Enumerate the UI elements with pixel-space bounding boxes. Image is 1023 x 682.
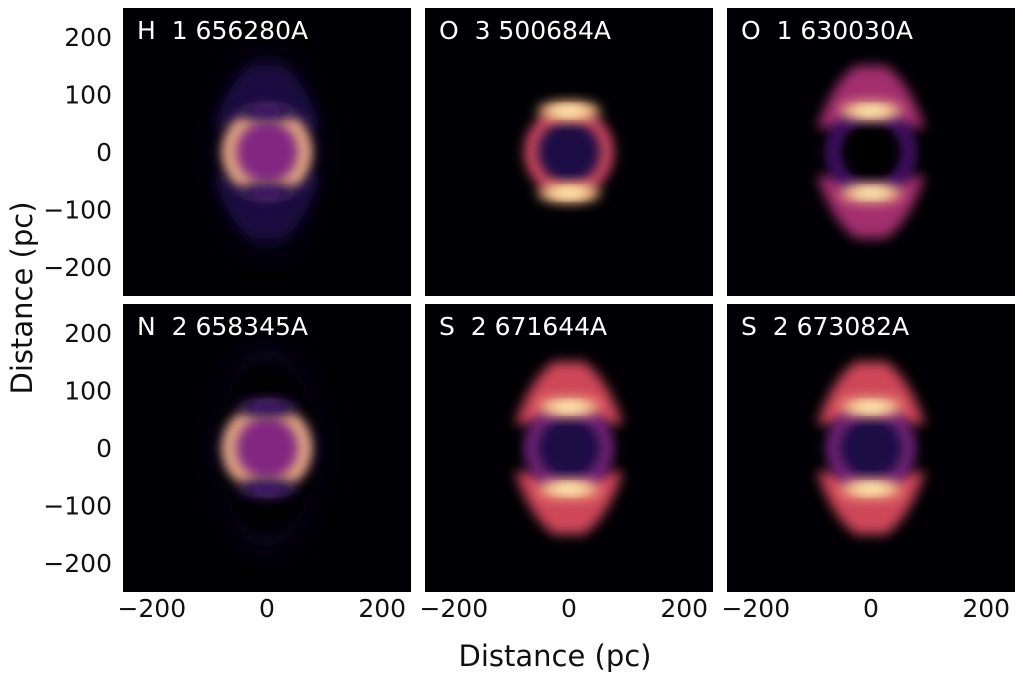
shell-interior (831, 408, 911, 488)
y-tick-label: 200 (64, 319, 112, 348)
map-panel-5: S 2 671644A (425, 304, 713, 592)
y-tick-label: 0 (96, 138, 112, 167)
x-tick-label: 200 (358, 594, 406, 623)
y-axis-label: Distance (pc) (5, 201, 39, 394)
shell-cap-bottom-core (249, 188, 285, 198)
map-panel-1: H 1 656280A (123, 8, 411, 296)
y-tick-label: 200 (64, 23, 112, 52)
panel-label: S 2 671644A (439, 312, 607, 341)
y-tick-label: 0 (96, 434, 112, 463)
x-tick-label: −200 (117, 594, 186, 623)
shell-interior (227, 408, 307, 488)
x-tick-label: 200 (962, 594, 1010, 623)
panel-label: N 2 658345A (137, 312, 308, 341)
y-tick-label: −200 (43, 549, 112, 578)
shell-cap-top-core (853, 402, 889, 412)
y-tick-label: −200 (43, 253, 112, 282)
shell-interior (529, 112, 609, 192)
shell-cap-bottom-core (853, 188, 889, 198)
shell-interior (227, 112, 307, 192)
shell-cap-bottom-core (249, 484, 285, 494)
panel-label: O 3 500684A (439, 16, 611, 45)
shell-cap-top-core (249, 402, 285, 412)
shell-interior (529, 408, 609, 488)
map-panel-4: N 2 658345A (123, 304, 411, 592)
shell-interior (831, 112, 911, 192)
shell-cap-top-core (249, 106, 285, 116)
x-tick-label: 0 (863, 594, 879, 623)
map-panel-3: O 1 630030A (727, 8, 1015, 296)
panel-label: H 1 656280A (137, 16, 308, 45)
panels-group: H 1 656280A O 3 500684A O 1 630030A N 2 658… (123, 8, 1015, 592)
map-panel-6: S 2 673082A (727, 304, 1015, 592)
shell-cap-top-core (551, 402, 587, 412)
x-tick-label: 0 (259, 594, 275, 623)
shell-cap-top-core (853, 106, 889, 116)
y-tick-label: 100 (64, 80, 112, 109)
shell-cap-top-core (551, 106, 587, 116)
shell-cap-bottom-core (853, 484, 889, 494)
y-tick-label: −100 (43, 492, 112, 521)
panel-label: S 2 673082A (741, 312, 909, 341)
x-tick-label: 200 (660, 594, 708, 623)
y-tick-label: −100 (43, 196, 112, 225)
x-tick-label: −200 (419, 594, 488, 623)
panel-label: O 1 630030A (741, 16, 913, 45)
map-panel-2: O 3 500684A (425, 8, 713, 296)
x-tick-label: 0 (561, 594, 577, 623)
shell-cap-bottom-core (551, 484, 587, 494)
shell-cap-bottom-core (551, 188, 587, 198)
x-axis-label: Distance (pc) (458, 639, 651, 673)
x-tick-label: −200 (721, 594, 790, 623)
y-tick-label: 100 (64, 376, 112, 405)
